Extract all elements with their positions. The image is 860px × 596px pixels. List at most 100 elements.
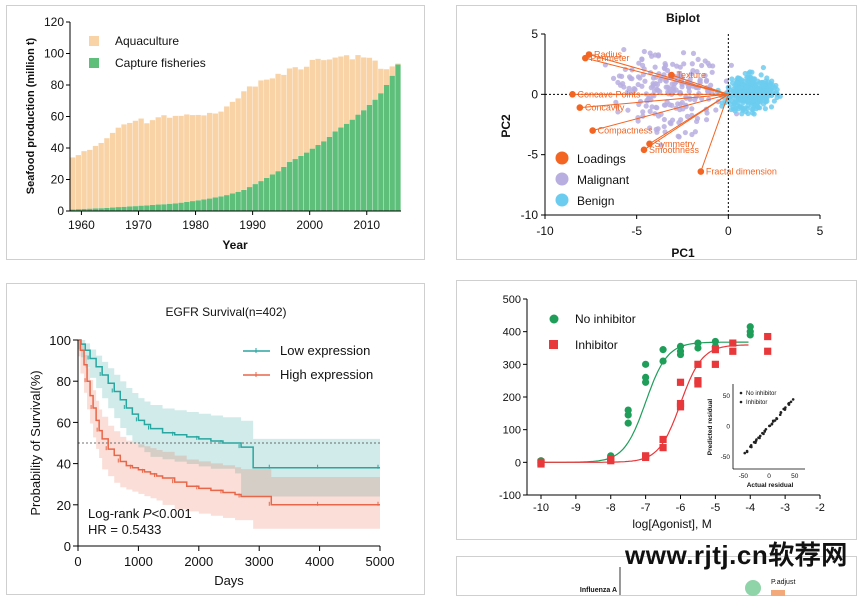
y-tick-label: 60 xyxy=(51,110,65,124)
enrichment-chart-partial: Influenza A P.adjust xyxy=(580,567,795,596)
bar-capture xyxy=(361,110,367,211)
point-malignant xyxy=(635,118,641,124)
inset-y-tick-label: 0 xyxy=(726,424,730,431)
bar-capture xyxy=(355,114,361,211)
inset-legend-label: Inhibitor xyxy=(746,400,767,406)
point-inhibitor xyxy=(764,347,772,355)
bar-aquaculture xyxy=(292,67,298,160)
y-tick-label: 500 xyxy=(503,294,521,306)
y-tick-label: -10 xyxy=(521,208,539,222)
inset-point xyxy=(770,422,774,426)
loading-arrow xyxy=(671,74,729,95)
point-benign xyxy=(754,87,760,93)
point-inhibitor xyxy=(659,435,667,444)
point-malignant xyxy=(625,107,631,113)
bar-capture xyxy=(321,141,327,211)
legend-marker xyxy=(549,314,559,324)
x-tick-label: 1970 xyxy=(125,218,152,232)
y-tick-label: 80 xyxy=(51,78,65,92)
point-benign xyxy=(750,106,756,112)
point-malignant xyxy=(663,78,669,84)
bar-capture xyxy=(343,123,350,211)
bar-aquaculture xyxy=(109,132,116,208)
bar-aquaculture xyxy=(366,57,373,105)
point-benign xyxy=(760,101,767,107)
legend-marker xyxy=(549,340,558,349)
point-malignant xyxy=(647,108,653,114)
y-tick-label: 60 xyxy=(57,415,71,430)
legend-label: Aquaculture xyxy=(115,34,179,48)
bar-capture xyxy=(98,208,104,211)
point-malignant xyxy=(706,63,713,69)
y-tick-label: 0 xyxy=(64,539,71,554)
inset-legend-label: No inhibitor xyxy=(746,391,776,397)
bar-aquaculture xyxy=(104,138,110,208)
point-inhibitor xyxy=(694,380,702,388)
y-axis-title: PC2 xyxy=(499,114,513,138)
point-benign xyxy=(748,86,755,92)
point-benign xyxy=(769,78,775,84)
bar-capture xyxy=(395,64,401,212)
bar-capture xyxy=(149,204,156,211)
point-malignant xyxy=(686,88,692,95)
point-malignant xyxy=(684,113,691,119)
point-benign xyxy=(749,79,756,85)
bar-capture xyxy=(115,207,121,211)
legend-label: High expression xyxy=(280,367,373,382)
bar-aquaculture xyxy=(189,115,196,202)
bar-capture xyxy=(315,145,321,211)
point-inhibitor xyxy=(537,460,545,468)
bar-capture xyxy=(121,206,127,211)
bar-capture xyxy=(81,208,87,211)
y-tick-label: -5 xyxy=(527,148,538,162)
inset-point xyxy=(755,438,758,441)
inset-legend-marker xyxy=(739,400,743,404)
point-malignant xyxy=(689,131,695,138)
point-malignant xyxy=(673,87,679,93)
inset-point xyxy=(773,419,777,422)
point-malignant xyxy=(695,56,701,63)
bar-aquaculture xyxy=(235,98,241,192)
point-inhibitor xyxy=(659,444,667,452)
loading-label: Concavity xyxy=(585,103,625,113)
point-malignant xyxy=(677,101,683,107)
y-tick-label: 20 xyxy=(51,173,65,187)
inset-point xyxy=(775,416,778,420)
point-malignant xyxy=(636,60,642,66)
point-benign xyxy=(768,104,775,110)
legend-swatch xyxy=(89,58,99,68)
x-tick-label: 1960 xyxy=(68,218,95,232)
inset-point xyxy=(787,403,791,406)
point-inhibitor xyxy=(729,339,737,347)
bar-capture xyxy=(229,193,236,211)
inset-point xyxy=(783,407,787,411)
bar-aquaculture xyxy=(286,68,293,163)
point-malignant xyxy=(615,109,621,115)
point-malignant xyxy=(694,115,701,122)
bar-capture xyxy=(172,203,179,211)
bar-capture xyxy=(246,187,253,211)
inset-point xyxy=(764,427,768,431)
point-malignant xyxy=(658,142,664,148)
point-malignant xyxy=(614,103,620,109)
point-benign xyxy=(752,97,758,103)
bar-capture xyxy=(132,206,139,211)
x-tick-label: -9 xyxy=(571,502,581,514)
point-malignant xyxy=(702,72,708,79)
x-tick-label: 0 xyxy=(725,224,732,238)
y-tick-label: 400 xyxy=(503,327,521,339)
point-benign xyxy=(762,106,768,112)
loading-arrow xyxy=(585,57,729,95)
bar-capture xyxy=(275,171,281,211)
bar-aquaculture xyxy=(172,115,179,204)
loading-label: Concave Points xyxy=(578,89,642,99)
confidence-band xyxy=(78,340,380,529)
inset-point xyxy=(745,450,749,454)
point-benign xyxy=(737,85,743,91)
legend-title: P.adjust xyxy=(771,579,795,586)
point-no-inhibitor xyxy=(676,350,685,359)
bar-aquaculture xyxy=(167,117,173,204)
inset-x-axis-title: Actual residual xyxy=(747,482,794,489)
